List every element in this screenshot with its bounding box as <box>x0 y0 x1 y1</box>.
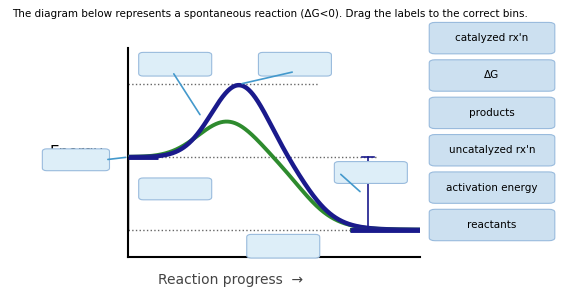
FancyBboxPatch shape <box>334 161 408 183</box>
Text: catalyzed rx'n: catalyzed rx'n <box>456 33 529 43</box>
Text: Reaction progress  →: Reaction progress → <box>158 273 303 287</box>
FancyBboxPatch shape <box>246 234 320 258</box>
Text: The diagram below represents a spontaneous reaction (ΔG<0). Drag the labels to t: The diagram below represents a spontaneo… <box>12 9 527 19</box>
Text: reactants: reactants <box>467 220 517 230</box>
Text: Energy: Energy <box>49 145 103 160</box>
Text: uncatalyzed rx'n: uncatalyzed rx'n <box>449 145 536 155</box>
FancyBboxPatch shape <box>258 52 332 76</box>
FancyBboxPatch shape <box>138 178 211 200</box>
Text: ΔG: ΔG <box>484 71 500 80</box>
FancyBboxPatch shape <box>42 149 109 171</box>
Text: products: products <box>469 108 515 118</box>
Text: activation energy: activation energy <box>446 183 538 193</box>
FancyBboxPatch shape <box>138 52 211 76</box>
